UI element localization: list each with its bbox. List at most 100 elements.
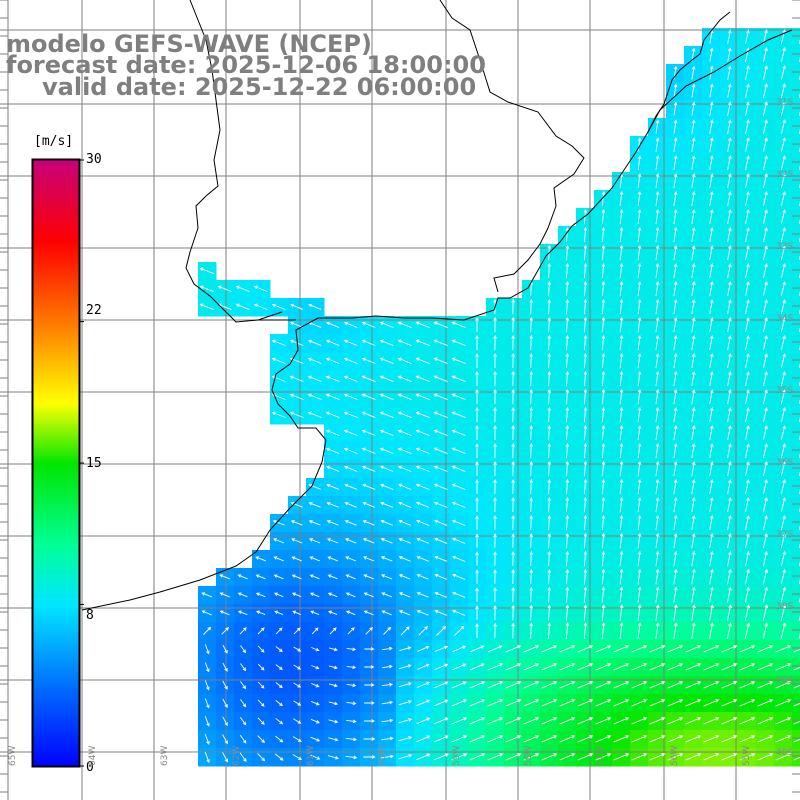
wind-arrow: [475, 533, 479, 548]
wind-arrow: [493, 334, 497, 351]
wind-arrow: [365, 627, 373, 635]
wind-arrow: [673, 226, 678, 243]
wind-arrow: [310, 754, 321, 760]
wind-arrow: [433, 447, 448, 455]
wind-arrow: [667, 735, 684, 743]
wind-arrow: [452, 555, 466, 562]
colorbar-segment: [33, 384, 79, 387]
wind-arrow: [655, 244, 660, 261]
wind-arrow: [709, 407, 714, 423]
wind-arrow: [745, 281, 750, 297]
wind-speed-cell: [792, 712, 800, 731]
colorbar-segment: [33, 540, 79, 543]
colorbar-segment: [33, 712, 79, 715]
wind-arrow: [762, 568, 768, 585]
wind-speed-cell: [792, 478, 800, 497]
wind-arrow: [565, 496, 570, 513]
wind-arrow: [344, 520, 357, 526]
colorbar-segment: [33, 280, 79, 283]
wind-arrow: [451, 501, 466, 508]
wind-arrow: [691, 496, 696, 513]
wind-arrow: [511, 298, 515, 315]
wind-arrow: [547, 298, 552, 315]
wind-arrow: [311, 627, 319, 635]
wind-arrow: [780, 119, 786, 135]
wind-arrow: [346, 683, 357, 688]
wind-arrow: [637, 262, 642, 279]
colorbar-segment: [33, 196, 79, 199]
colorbar-segment: [33, 234, 79, 237]
wind-arrow: [291, 556, 302, 562]
colorbar-segment: [33, 278, 79, 281]
wind-arrow: [709, 173, 714, 189]
wind-arrow: [325, 375, 340, 382]
wind-arrow: [691, 460, 696, 477]
wind-arrow: [529, 370, 534, 387]
colorbar-segment: [33, 198, 79, 201]
colorbar-segment: [33, 584, 79, 587]
wind-arrow: [745, 155, 750, 171]
colorbar-segment: [33, 456, 79, 459]
wind-arrow: [475, 551, 479, 566]
colorbar-segment: [33, 188, 79, 191]
wind-arrow: [673, 622, 678, 639]
wind-arrow: [219, 610, 230, 616]
wind-arrow: [398, 519, 411, 526]
wind-arrow: [691, 370, 696, 387]
colorbar-segment: [33, 330, 79, 333]
wind-arrow: [219, 574, 231, 580]
colorbar-segment: [33, 688, 79, 691]
wind-arrow: [559, 699, 576, 707]
wind-arrow: [709, 443, 714, 459]
wind-arrow: [475, 605, 479, 620]
wind-arrow: [222, 734, 228, 745]
colorbar-segment: [33, 510, 79, 513]
colorbar-segment: [33, 292, 79, 295]
wind-arrow: [673, 191, 678, 207]
wind-arrow: [379, 411, 394, 419]
wind-arrow: [289, 375, 304, 382]
wind-arrow: [745, 335, 750, 351]
wind-arrow: [237, 610, 248, 616]
wind-arrow: [631, 753, 648, 761]
wind-arrow: [775, 663, 792, 671]
wind-arrow: [222, 716, 228, 727]
colorbar: [31, 158, 84, 768]
wind-arrow: [762, 497, 768, 513]
wind-arrow: [565, 244, 570, 261]
colorbar-tick-22: 22: [86, 303, 102, 318]
wind-arrow: [434, 537, 448, 544]
wind-arrow: [727, 335, 732, 351]
wind-arrow: [380, 538, 393, 544]
wind-arrow: [328, 737, 339, 742]
wind-arrow: [433, 501, 448, 508]
wind-arrow: [275, 664, 283, 670]
wind-arrow: [529, 334, 534, 351]
colorbar-segment: [33, 698, 79, 701]
wind-arrow: [655, 119, 660, 134]
wind-arrow: [709, 389, 714, 405]
wind-arrow: [780, 335, 786, 351]
wind-arrow: [362, 538, 375, 544]
colorbar-segment: [33, 622, 79, 625]
wind-arrow: [204, 698, 210, 709]
wind-arrow: [344, 465, 358, 472]
colorbar-segment: [33, 592, 79, 595]
wind-arrow: [559, 735, 576, 743]
wind-arrow: [762, 119, 768, 135]
wind-arrow: [762, 47, 768, 63]
colorbar-segment: [33, 336, 79, 339]
wind-arrow: [637, 298, 642, 315]
wind-arrow: [757, 735, 774, 743]
wind-arrow: [583, 370, 588, 387]
wind-arrow: [613, 717, 630, 725]
wind-arrow: [221, 627, 229, 635]
wind-arrow: [691, 586, 696, 603]
colorbar-segment: [33, 474, 79, 477]
wind-arrow: [739, 663, 756, 671]
wind-arrow: [780, 209, 786, 225]
colorbar-segment: [33, 542, 79, 545]
wind-arrow: [565, 352, 570, 369]
wind-arrow: [308, 501, 321, 508]
colorbar-segment: [33, 242, 79, 245]
